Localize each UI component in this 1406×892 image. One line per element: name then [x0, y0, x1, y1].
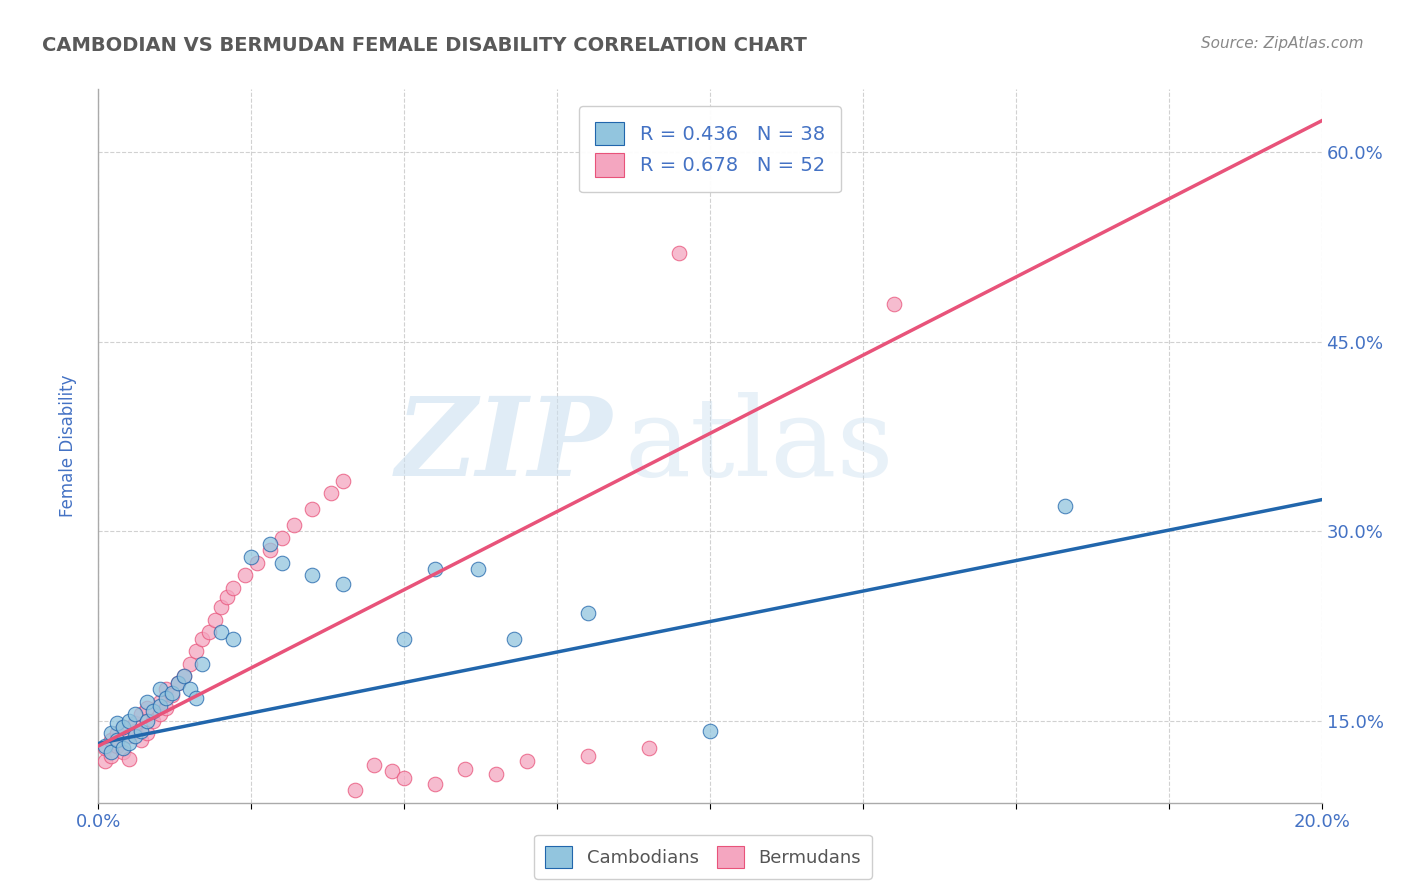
- Point: [883, 297, 905, 311]
- Point: [576, 749, 599, 764]
- Y-axis label: Female Disability: Female Disability: [59, 375, 77, 517]
- Point: [222, 632, 245, 646]
- Point: [381, 764, 404, 779]
- Point: [240, 549, 263, 564]
- Point: [191, 657, 214, 671]
- Point: [124, 716, 146, 731]
- Point: [149, 707, 172, 722]
- Point: [467, 562, 489, 576]
- Point: [118, 714, 141, 728]
- Text: CAMBODIAN VS BERMUDAN FEMALE DISABILITY CORRELATION CHART: CAMBODIAN VS BERMUDAN FEMALE DISABILITY …: [42, 36, 807, 54]
- Point: [155, 682, 177, 697]
- Text: Source: ZipAtlas.com: Source: ZipAtlas.com: [1201, 36, 1364, 51]
- Point: [1053, 499, 1076, 513]
- Point: [149, 695, 172, 709]
- Point: [259, 543, 281, 558]
- Legend: Cambodians, Bermudans: Cambodians, Bermudans: [534, 835, 872, 879]
- Point: [111, 745, 134, 759]
- Point: [222, 581, 245, 595]
- Point: [699, 723, 721, 738]
- Point: [118, 736, 141, 750]
- Point: [179, 657, 201, 671]
- Point: [173, 669, 195, 683]
- Point: [516, 754, 538, 768]
- Point: [100, 732, 122, 747]
- Point: [637, 741, 661, 756]
- Point: [209, 600, 232, 615]
- Point: [668, 246, 690, 260]
- Point: [93, 754, 115, 768]
- Text: ZIP: ZIP: [395, 392, 612, 500]
- Point: [111, 720, 134, 734]
- Point: [167, 675, 190, 690]
- Point: [100, 726, 122, 740]
- Point: [167, 675, 190, 690]
- Point: [319, 486, 342, 500]
- Point: [233, 568, 256, 582]
- Point: [485, 766, 508, 780]
- Point: [124, 707, 146, 722]
- Point: [100, 745, 122, 759]
- Point: [270, 531, 292, 545]
- Point: [129, 732, 152, 747]
- Point: [423, 777, 446, 791]
- Point: [392, 771, 416, 785]
- Text: atlas: atlas: [624, 392, 894, 500]
- Point: [155, 701, 177, 715]
- Point: [363, 758, 385, 772]
- Point: [118, 729, 141, 743]
- Point: [179, 682, 201, 697]
- Point: [136, 714, 159, 728]
- Point: [111, 741, 134, 756]
- Point: [105, 732, 128, 747]
- Point: [105, 739, 128, 753]
- Point: [100, 749, 122, 764]
- Point: [283, 517, 305, 532]
- Point: [186, 644, 208, 658]
- Point: [93, 741, 115, 756]
- Point: [105, 716, 128, 731]
- Point: [111, 720, 134, 734]
- Point: [503, 632, 526, 646]
- Legend: R = 0.436   N = 38, R = 0.678   N = 52: R = 0.436 N = 38, R = 0.678 N = 52: [579, 106, 841, 193]
- Point: [301, 501, 323, 516]
- Point: [301, 568, 323, 582]
- Point: [136, 726, 159, 740]
- Point: [215, 590, 238, 604]
- Point: [160, 686, 183, 700]
- Point: [93, 739, 115, 753]
- Point: [454, 762, 477, 776]
- Point: [332, 474, 354, 488]
- Point: [136, 701, 159, 715]
- Point: [197, 625, 219, 640]
- Point: [105, 726, 128, 740]
- Point: [149, 698, 172, 713]
- Point: [246, 556, 269, 570]
- Point: [129, 723, 152, 738]
- Point: [129, 707, 152, 722]
- Point: [155, 690, 177, 705]
- Point: [124, 729, 146, 743]
- Point: [136, 695, 159, 709]
- Point: [124, 723, 146, 738]
- Point: [423, 562, 446, 576]
- Point: [118, 751, 141, 765]
- Point: [332, 577, 354, 591]
- Point: [270, 556, 292, 570]
- Point: [191, 632, 214, 646]
- Point: [186, 690, 208, 705]
- Point: [142, 714, 165, 728]
- Point: [149, 682, 172, 697]
- Point: [173, 669, 195, 683]
- Point: [392, 632, 416, 646]
- Point: [160, 689, 183, 703]
- Point: [204, 613, 226, 627]
- Point: [344, 783, 367, 797]
- Point: [142, 704, 165, 718]
- Point: [259, 537, 281, 551]
- Point: [576, 607, 599, 621]
- Point: [209, 625, 232, 640]
